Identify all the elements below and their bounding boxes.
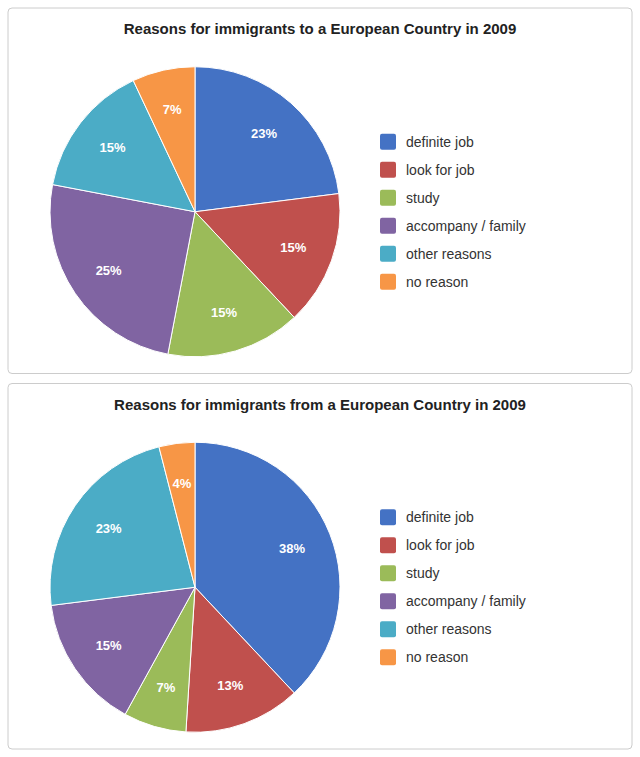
data-label: 7% xyxy=(156,680,175,695)
legend-swatch xyxy=(380,565,396,581)
legend-label: definite job xyxy=(406,509,474,525)
legend-swatch xyxy=(380,218,396,234)
pie-panel: Reasons for immigrants to a European Cou… xyxy=(8,8,632,374)
data-label: 15% xyxy=(99,140,125,155)
pie-slice xyxy=(51,587,195,714)
panel-border xyxy=(8,8,632,374)
legend: definite job look for job study accompany /… xyxy=(380,509,526,665)
legend-swatch xyxy=(380,134,396,150)
legend-swatch xyxy=(380,649,396,665)
legend-label: no reason xyxy=(406,274,468,290)
legend-label: look for job xyxy=(406,162,475,178)
data-label: 13% xyxy=(217,678,243,693)
pie-slice xyxy=(159,442,195,587)
pie-slice xyxy=(50,185,195,355)
legend-swatch xyxy=(380,274,396,290)
legend-label: study xyxy=(406,190,439,206)
legend-label: look for job xyxy=(406,537,475,553)
pie-slice xyxy=(133,67,195,212)
legend-swatch xyxy=(380,621,396,637)
data-label: 23% xyxy=(251,126,277,141)
legend-swatch xyxy=(380,190,396,206)
slice-labels: 23% 15% 15% 25% 15% 7% xyxy=(96,102,307,319)
legend-label: accompany / family xyxy=(406,593,526,609)
chart-figure: Reasons for immigrants to a European Cou… xyxy=(0,0,640,757)
data-label: 15% xyxy=(280,240,306,255)
legend-label: accompany / family xyxy=(406,218,526,234)
panel-border xyxy=(8,384,632,750)
pie-panel: Reasons for immigrants from a European C… xyxy=(8,384,632,750)
pie-slice xyxy=(186,587,294,732)
legend-swatch xyxy=(380,509,396,525)
legend-swatch xyxy=(380,162,396,178)
chart-title: Reasons for immigrants to a European Cou… xyxy=(124,20,517,37)
data-label: 23% xyxy=(96,521,122,536)
data-label: 25% xyxy=(96,263,122,278)
legend: definite job look for job study accompany /… xyxy=(380,134,526,290)
slice-labels: 38% 13% 7% 15% 23% 4% xyxy=(96,476,306,695)
slices xyxy=(50,442,340,732)
data-label: 38% xyxy=(279,541,305,556)
legend-swatch xyxy=(380,246,396,262)
legend-label: no reason xyxy=(406,649,468,665)
legend-label: other reasons xyxy=(406,621,492,637)
legend-label: definite job xyxy=(406,134,474,150)
legend-swatch xyxy=(380,593,396,609)
legend-swatch xyxy=(380,537,396,553)
data-label: 7% xyxy=(163,102,182,117)
data-label: 4% xyxy=(173,476,192,491)
legend-label: other reasons xyxy=(406,246,492,262)
data-label: 15% xyxy=(96,638,122,653)
legend-label: study xyxy=(406,565,439,581)
data-label: 15% xyxy=(211,305,237,320)
slices xyxy=(50,67,340,357)
pie-slice xyxy=(195,67,339,212)
chart-title: Reasons for immigrants from a European C… xyxy=(114,396,526,413)
